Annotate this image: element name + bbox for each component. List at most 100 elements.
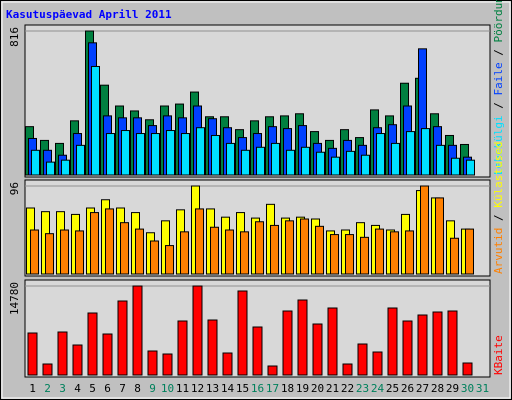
bar xyxy=(45,233,54,275)
bar xyxy=(300,218,309,275)
bar xyxy=(436,144,445,176)
x-tick-label: 14 xyxy=(221,382,235,395)
bar xyxy=(406,131,415,176)
bar xyxy=(462,362,473,376)
bar xyxy=(121,130,130,176)
bar xyxy=(390,231,399,275)
bar xyxy=(87,312,98,376)
x-tick-label: 7 xyxy=(119,382,126,395)
bar xyxy=(76,144,85,176)
bar xyxy=(180,231,189,275)
bar xyxy=(466,159,475,176)
bar xyxy=(27,332,38,376)
bar xyxy=(31,149,40,176)
bar xyxy=(316,151,325,176)
bar xyxy=(195,208,204,275)
bar xyxy=(270,224,279,275)
bar xyxy=(192,285,203,376)
x-tick-label: 25 xyxy=(386,382,399,395)
bar xyxy=(150,240,159,275)
legend-separator: / xyxy=(492,96,505,116)
bar xyxy=(402,320,413,376)
x-tick-label: 24 xyxy=(371,382,385,395)
bar xyxy=(345,234,354,275)
x-tick-label: 4 xyxy=(74,382,81,395)
bar xyxy=(327,307,338,376)
x-tick-label: 6 xyxy=(104,382,111,395)
x-tick-label: 27 xyxy=(416,382,429,395)
bar xyxy=(166,130,175,176)
bar xyxy=(102,333,113,376)
x-tick-label: 5 xyxy=(89,382,96,395)
bar xyxy=(330,234,339,275)
bar xyxy=(46,161,55,176)
bar xyxy=(297,299,308,376)
bar xyxy=(181,133,190,176)
bar xyxy=(237,290,248,376)
bar xyxy=(57,331,68,376)
bar xyxy=(376,133,385,176)
bar xyxy=(225,229,234,275)
bar xyxy=(435,197,444,275)
bar xyxy=(136,133,145,176)
bar xyxy=(346,150,355,176)
bar xyxy=(60,229,69,275)
y-tick-label: 816 xyxy=(8,27,21,47)
bar xyxy=(117,300,128,376)
bar xyxy=(256,146,265,176)
legend-separator: / xyxy=(492,208,505,228)
x-tick-label: 19 xyxy=(296,382,309,395)
legend: Lehekülgi / Faile / Pöördumisi xyxy=(492,0,505,175)
x-tick-label: 17 xyxy=(266,382,279,395)
bar xyxy=(375,228,384,275)
bar xyxy=(285,220,294,275)
bar xyxy=(420,185,429,275)
bar xyxy=(226,142,235,176)
bar xyxy=(282,310,293,376)
bar xyxy=(132,285,143,376)
x-tick-label: 26 xyxy=(401,382,414,395)
x-tick-label: 31 xyxy=(476,382,489,395)
legend: KBaite xyxy=(492,335,505,375)
bar xyxy=(151,133,160,176)
bar xyxy=(177,320,188,376)
x-tick-label: 22 xyxy=(341,382,354,395)
bar xyxy=(135,228,144,275)
x-tick-label: 3 xyxy=(59,382,66,395)
bar xyxy=(271,142,280,176)
bar xyxy=(361,154,370,176)
x-tick-label: 21 xyxy=(326,382,339,395)
bar xyxy=(207,319,218,376)
x-tick-label: 13 xyxy=(206,382,219,395)
legend-entry: Pöördumisi xyxy=(492,0,505,43)
chart-title: Kasutuspäevad Aprill 2011 xyxy=(6,8,172,21)
x-tick-label: 15 xyxy=(236,382,249,395)
bar xyxy=(360,236,369,275)
bar xyxy=(286,149,295,176)
legend-entry: Faile xyxy=(492,62,505,95)
bar xyxy=(120,222,129,275)
bar xyxy=(331,156,340,176)
bar xyxy=(75,230,84,275)
bar xyxy=(222,352,233,376)
x-tick-label: 10 xyxy=(161,382,174,395)
legend-entry: KBaite xyxy=(492,335,505,375)
bar xyxy=(391,142,400,176)
bar xyxy=(147,350,158,376)
legend-entry: Lehekülgi xyxy=(492,115,505,175)
bar xyxy=(465,228,474,275)
x-tick-label: 9 xyxy=(149,382,156,395)
bar xyxy=(417,314,428,376)
bar xyxy=(90,212,99,275)
x-tick-label: 11 xyxy=(176,382,189,395)
bar xyxy=(312,323,323,376)
bar xyxy=(105,208,114,275)
legend-entry: Külastused xyxy=(492,142,505,208)
bar xyxy=(255,221,264,275)
legend-entry: Arvutid xyxy=(492,228,505,274)
bar xyxy=(165,245,174,275)
x-tick-label: 16 xyxy=(251,382,264,395)
bar xyxy=(447,310,458,376)
legend: Arvutid / Külastused xyxy=(492,142,505,274)
